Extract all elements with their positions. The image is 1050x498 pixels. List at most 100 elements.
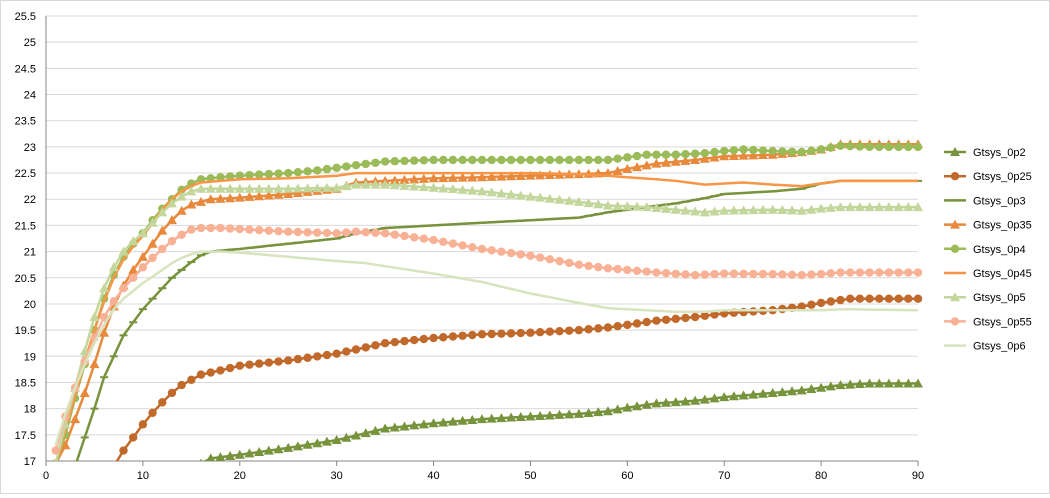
data-point-Gtsys_0p55 (797, 270, 806, 280)
data-point-Gtsys_0p35 (496, 171, 507, 181)
data-point-Gtsys_0p4 (409, 156, 419, 165)
x-tick-label-20: 20 (234, 470, 246, 482)
data-point-Gtsys_0p35 (428, 173, 439, 183)
legend-marker-Gtsys_0p55 (950, 317, 960, 326)
data-point-Gtsys_0p35 (447, 172, 458, 182)
data-point-Gtsys_0p4 (245, 170, 254, 180)
data-point-Gtsys_0p4 (787, 147, 797, 156)
data-point-Gtsys_0p25 (293, 354, 303, 364)
legend-label-Gtsys_0p45: Gtsys_0p45 (973, 268, 1032, 280)
data-point-Gtsys_0p35 (738, 150, 749, 160)
data-point-Gtsys_0p5 (525, 191, 536, 201)
data-point-Gtsys_0p35 (680, 155, 691, 165)
data-point-Gtsys_0p55 (690, 270, 700, 280)
data-point-Gtsys_0p2 (680, 396, 691, 406)
data-point-Gtsys_0p25 (535, 328, 545, 337)
data-point-Gtsys_0p55 (516, 250, 525, 259)
data-point-Gtsys_0p35 (467, 172, 478, 182)
data-point-Gtsys_0p25 (807, 300, 816, 309)
data-point-Gtsys_0p4 (642, 150, 651, 159)
data-point-Gtsys_0p5 (506, 189, 517, 199)
data-point-Gtsys_0p25 (487, 329, 496, 339)
data-point-Gtsys_0p35 (79, 387, 90, 397)
data-point-Gtsys_0p25 (303, 353, 312, 362)
data-point-Gtsys_0p4 (429, 155, 438, 165)
data-point-Gtsys_0p4 (826, 143, 835, 152)
data-point-Gtsys_0p35 (661, 157, 672, 167)
data-point-Gtsys_0p55 (613, 264, 622, 274)
data-point-Gtsys_0p35 (215, 193, 226, 203)
data-point-Gtsys_0p4 (729, 146, 739, 155)
y-tick-label-21: 21 (24, 247, 36, 259)
axes (45, 16, 919, 466)
plot-area (51, 139, 923, 470)
data-point-Gtsys_0p2 (544, 410, 555, 420)
data-point-Gtsys_0p4 (836, 141, 845, 151)
data-point-Gtsys_0p5 (893, 202, 904, 212)
data-point-Gtsys_0p35 (244, 191, 255, 201)
data-point-Gtsys_0p2 (670, 397, 681, 407)
data-point-Gtsys_0p5 (196, 183, 207, 193)
data-point-Gtsys_0p2 (515, 412, 526, 422)
data-point-Gtsys_0p5 (719, 205, 730, 215)
data-point-Gtsys_0p35 (128, 264, 139, 274)
data-point-Gtsys_0p25 (458, 331, 467, 340)
data-point-Gtsys_0p55 (826, 269, 835, 278)
data-point-Gtsys_0p35 (166, 215, 177, 225)
data-point-Gtsys_0p5 (777, 205, 788, 215)
data-point-Gtsys_0p55 (274, 226, 283, 236)
x-tick-label-60: 60 (621, 470, 633, 482)
data-point-Gtsys_0p2 (273, 444, 284, 454)
data-point-Gtsys_0p4 (913, 142, 923, 152)
data-point-Gtsys_0p55 (303, 228, 312, 237)
data-point-Gtsys_0p5 (796, 205, 807, 215)
series-Gtsys_0p55 (51, 223, 923, 455)
data-point-Gtsys_0p4 (293, 167, 303, 177)
data-point-Gtsys_0p5 (370, 179, 381, 189)
data-point-Gtsys_0p5 (699, 207, 710, 217)
data-point-Gtsys_0p35 (196, 196, 207, 206)
data-point-Gtsys_0p25 (652, 316, 661, 325)
data-point-Gtsys_0p4 (594, 155, 603, 165)
data-point-Gtsys_0p4 (313, 166, 322, 175)
data-point-Gtsys_0p2 (244, 448, 255, 458)
y-tick-label-20.5: 20.5 (15, 273, 36, 285)
x-tick-label-0: 0 (43, 470, 49, 482)
data-point-Gtsys_0p35 (283, 189, 294, 198)
data-point-Gtsys_0p4 (225, 172, 235, 181)
data-point-Gtsys_0p4 (632, 151, 642, 161)
data-point-Gtsys_0p25 (235, 361, 244, 370)
data-point-Gtsys_0p2 (457, 415, 468, 425)
data-point-Gtsys_0p4 (661, 150, 671, 159)
data-point-Gtsys_0p5 (292, 183, 303, 193)
data-point-Gtsys_0p4 (216, 173, 225, 182)
data-point-Gtsys_0p25 (216, 366, 225, 375)
series-Gtsys_0p25 (110, 294, 923, 470)
data-point-Gtsys_0p55 (807, 270, 816, 279)
legend-label-Gtsys_0p6: Gtsys_0p6 (973, 341, 1026, 353)
data-point-Gtsys_0p5 (573, 196, 584, 206)
data-point-Gtsys_0p4 (545, 155, 555, 165)
data-point-Gtsys_0p5 (835, 202, 846, 212)
y-tick-label-22.5: 22.5 (15, 168, 36, 180)
data-point-Gtsys_0p35 (99, 327, 110, 337)
data-point-Gtsys_0p55 (729, 269, 739, 278)
data-point-Gtsys_0p2 (622, 402, 633, 412)
data-point-Gtsys_0p25 (158, 398, 167, 407)
data-point-Gtsys_0p25 (138, 420, 148, 429)
data-point-Gtsys_0p4 (497, 155, 506, 165)
data-point-Gtsys_0p35 (157, 225, 168, 235)
data-point-Gtsys_0p25 (894, 294, 903, 303)
y-tick-label-21.5: 21.5 (15, 220, 36, 232)
data-point-Gtsys_0p55 (603, 264, 613, 273)
data-point-Gtsys_0p4 (816, 145, 826, 154)
data-point-Gtsys_0p25 (110, 462, 118, 470)
data-point-Gtsys_0p35 (147, 238, 158, 248)
data-point-Gtsys_0p2 (380, 423, 391, 433)
data-point-Gtsys_0p2 (864, 378, 875, 388)
series-line-Gtsys_0p45 (55, 171, 918, 461)
data-point-Gtsys_0p5 (709, 206, 720, 216)
y-tick-label-18: 18 (24, 404, 36, 416)
data-point-Gtsys_0p2 (418, 419, 429, 429)
data-point-Gtsys_0p2 (583, 408, 594, 418)
